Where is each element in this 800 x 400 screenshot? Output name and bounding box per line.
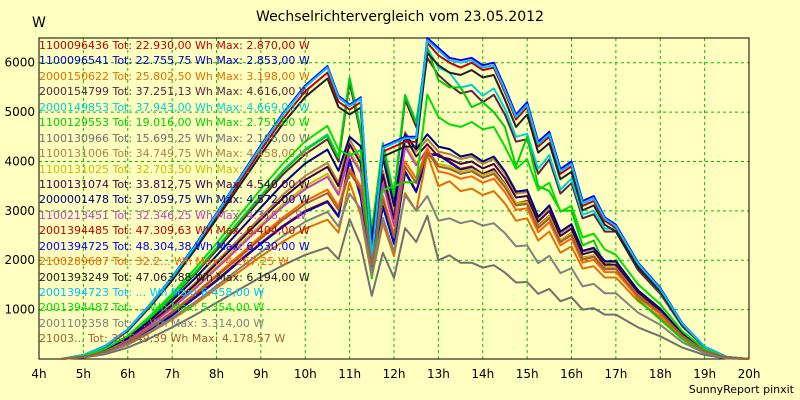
plot-frame — [38, 37, 750, 360]
series-line-2001394485 — [61, 41, 750, 360]
legend-entry: 2001394723 Tot: ... Wh Max: 6.458,00 W — [39, 286, 265, 299]
chart-legend: 1100096436 Tot: 22.930,00 Wh Max: 2.870,… — [39, 38, 310, 347]
y-tick-label: 2000 — [4, 253, 35, 267]
chart-title: Wechselrichtervergleich vom 23.05.2012 — [256, 9, 544, 25]
x-tick-label: 15h — [516, 367, 539, 381]
x-tick-label: 12h — [383, 367, 406, 381]
legend-entry: 1100131025 Tot: 32.703,50 Wh Max: ... — [39, 162, 257, 176]
x-tick-label: 6h — [120, 367, 135, 381]
legend-entry: 2000001478 Tot: 37.059,75 Wh Max: 4.572,… — [39, 193, 310, 207]
x-tick-label: 16h — [560, 367, 583, 381]
y-axis-unit-label: W — [32, 15, 46, 31]
series-line-2000154799 — [61, 56, 750, 360]
x-tick-label: 7h — [165, 367, 180, 381]
legend-entry: 2100289687 Tot: 32.2... Wh Max: 4.267,25… — [39, 255, 289, 269]
legend-entry: 1100213451 Tot: 32.346,25 Wh Max: 4.318,… — [39, 208, 307, 222]
series-line-2001394487 — [61, 93, 750, 360]
legend-entry: 1100129553 Tot: 19.016,00 Wh Max: 2.751,… — [39, 116, 310, 130]
legend-entry: 1100130966 Tot: 15.695,25 Wh Max: 2.106,… — [39, 131, 310, 145]
x-tick-label: 19h — [693, 367, 716, 381]
series-line-2001394723 — [61, 39, 750, 360]
x-tick-label: 11h — [338, 367, 361, 381]
legend-entry: 2001394485 Tot: 47.309,63 Wh Max: 6.404,… — [39, 224, 310, 238]
legend-entry: 21003... Tot: 30.649,39 Wh Max: 4.178,57… — [39, 332, 286, 346]
legend-entry: 2001102358 Tot: ... Wh Max: 3.314,00 W — [39, 316, 265, 330]
legend-entry: 2000154799 Tot: 37.251,13 Wh Max: 4.616,… — [39, 85, 310, 99]
legend-entry: 2001393249 Tot: 47.063,88 Wh Max: 6.194,… — [39, 270, 310, 284]
x-tick-label: 9h — [253, 367, 268, 381]
legend-entry: 2001394487 Tot: ... Wh Max: 5.354,00 W — [39, 301, 265, 315]
x-tick-label: 4h — [31, 367, 46, 381]
legend-entry: 1100131074 Tot: 33.812,75 Wh Max: 4.540,… — [39, 177, 310, 191]
y-tick-label: 6000 — [4, 56, 35, 70]
series-line-21003... — [61, 151, 750, 360]
legend-entry: 2000149853 Tot: 37.943,00 Wh Max: 4.669,… — [39, 100, 310, 114]
y-tick-label: 1000 — [4, 303, 35, 317]
x-tick-label: 20h — [738, 367, 761, 381]
credit-label: SunnyReport pinxit — [688, 383, 794, 396]
series-line-1100131074 — [61, 135, 750, 360]
y-tick-label: 5000 — [4, 105, 35, 119]
series-line-2001393249 — [61, 52, 750, 360]
series-line-2100289687 — [61, 147, 750, 360]
x-tick-label: 10h — [294, 367, 317, 381]
y-tick-label: 3000 — [4, 204, 35, 218]
legend-entry: 1100096436 Tot: 22.930,00 Wh Max: 2.870,… — [39, 39, 310, 52]
legend-entry: 1100096541 Tot: 22.755,75 Wh Max: 2.853,… — [39, 54, 310, 68]
legend-entry: 2001394725 Tot: 48.304,38 Wh Max: 6.530,… — [39, 239, 310, 253]
series-line-2001102358 — [61, 192, 750, 360]
x-tick-label: 17h — [604, 367, 627, 381]
x-tick-label: 13h — [427, 367, 450, 381]
legend-entry: 2000150622 Tot: 25.802,50 Wh Max: 3.198,… — [39, 69, 310, 83]
x-tick-label: 5h — [76, 367, 91, 381]
series-line-1100130966 — [61, 214, 750, 360]
y-tick-label: 4000 — [4, 154, 35, 168]
x-tick-label: 14h — [471, 367, 494, 381]
x-tick-label: 8h — [209, 367, 224, 381]
x-tick-label: 18h — [649, 367, 672, 381]
series-line-2000001478 — [61, 133, 750, 360]
series-line-2000150622 — [61, 153, 750, 360]
legend-entry: 1100131006 Tot: 34.749,75 Wh Max: 4.458,… — [39, 147, 310, 161]
